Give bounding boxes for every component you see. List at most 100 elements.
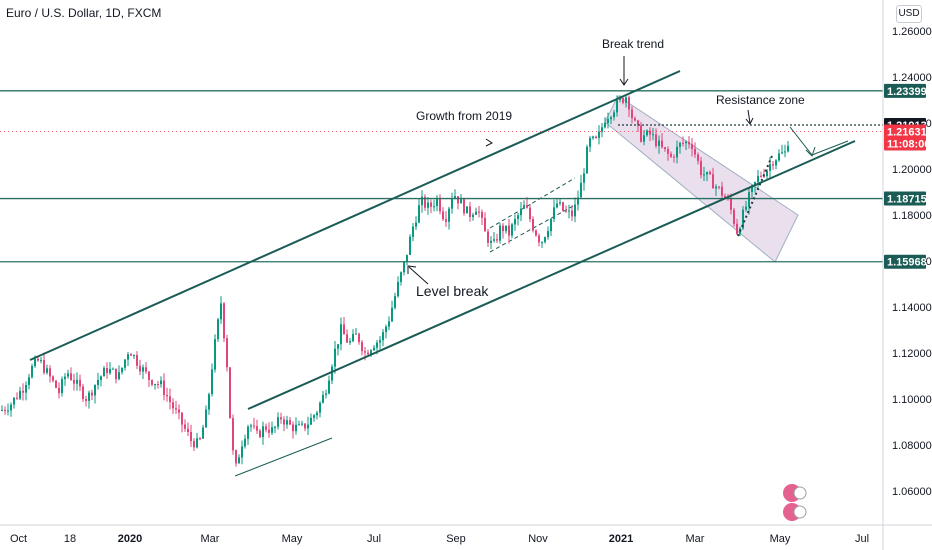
y-tick-label: 1.12000 [892,348,932,360]
candle-body [331,366,333,381]
candle-body [28,377,30,385]
candle-up [685,140,687,150]
candle-up [397,276,399,298]
candle-down [55,379,57,389]
candle-up [433,199,435,212]
currency-button[interactable]: USD [896,5,922,23]
candle-body [55,380,57,388]
candle-body [406,254,408,262]
candle-body [583,173,585,183]
candle-up [25,381,27,401]
candle-down [256,419,258,434]
candle-body [475,211,477,215]
candle-up [349,338,351,345]
candle-up [67,369,69,379]
candle-body [109,368,111,374]
candle-down [358,332,360,345]
candle-down [151,379,153,387]
candle-up [355,327,357,335]
candle-body [577,197,579,205]
candle-up [436,195,438,212]
candle-up [109,361,111,375]
candle-body [562,202,564,211]
candle-up [706,171,708,182]
candle-up [604,117,606,129]
x-tick-label: 2021 [609,533,633,545]
candle-up [643,130,645,146]
candle-body [1,409,3,411]
candle-body [580,182,582,198]
candle-up [319,401,321,418]
candle-up [610,115,612,125]
candle-down [292,421,294,439]
candle-body [361,342,363,352]
candle-body [40,359,42,361]
candle-body [328,380,330,394]
candle-up [787,141,789,153]
candle-up [607,112,609,129]
candle-up [427,197,429,215]
candle-body [280,417,282,420]
candle-body [112,368,114,370]
candle-body [73,379,75,384]
candle-body [10,404,12,411]
candle-up [400,271,402,286]
candle-body [706,171,708,175]
candle-down [469,201,471,222]
candle-up [715,184,717,197]
candle-up [88,390,90,409]
candle-down [289,417,291,426]
candle-up [676,140,678,164]
candle-body [352,334,354,342]
candle-down [535,229,537,237]
x-tick-label: Mar [686,533,705,545]
candle-body [466,206,468,214]
candle-down [58,382,60,399]
annotation-growth-from-2019: Growth from 2019 [416,109,512,123]
candle-body [358,333,360,343]
candle-body [757,175,759,182]
candle-up [286,415,288,429]
level-tag-bg [884,83,926,98]
candle-body [616,99,618,113]
candle-down [661,133,663,149]
upper-trendline [29,70,681,361]
candle-body [265,426,267,430]
y-tick-label: 1.18000 [892,210,932,222]
candle-down [229,367,231,419]
candle-body [313,415,315,418]
candle-down [232,414,234,455]
candle-body [667,149,669,154]
candle-down [463,197,465,216]
candle-body [592,136,594,139]
y-tick-label: 1.24000 [892,72,932,84]
annotation-break-trend: Break trend [602,37,664,51]
candle-body [631,109,633,119]
candle-up [331,364,333,385]
candle-body [91,392,93,396]
candle-down [85,395,87,407]
candle-up [118,365,120,381]
candle-up [19,386,21,401]
x-tick-label: 2020 [118,533,142,545]
candle-up [625,95,627,108]
candle-body [649,130,651,135]
candle-up [208,392,210,415]
candle-down [4,406,6,415]
candle-down [595,135,597,139]
candle-down [445,211,447,227]
candle-body [682,142,684,144]
candle-body [685,141,687,144]
candle-body [94,384,96,396]
candle-body [148,371,150,380]
candle-up [310,413,312,426]
level-tag-bg [884,191,926,206]
candle-down [136,351,138,370]
candle-down [130,352,132,356]
candle-body [70,373,72,380]
candle-body [553,207,555,219]
candle-down [721,181,723,201]
candle-up [550,218,552,237]
